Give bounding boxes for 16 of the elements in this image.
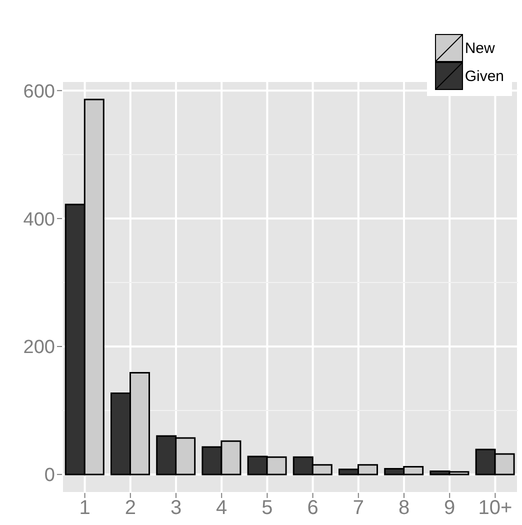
y-tick-label: 0: [44, 465, 55, 486]
x-tick-label: 6: [307, 497, 318, 520]
x-tick-label: 3: [170, 497, 182, 520]
legend-label: New: [464, 40, 495, 56]
x-tick-label: 5: [262, 497, 273, 520]
x-tick-label: 1: [79, 497, 90, 520]
y-tick-label: 200: [23, 337, 55, 358]
x-tick-label: 4: [216, 497, 228, 520]
x-tick-label: 8: [398, 497, 410, 520]
y-tick-label: 400: [23, 209, 55, 230]
x-tick-label: 10+: [478, 497, 512, 520]
legend-label: Given: [464, 68, 504, 84]
x-tick-label: 2: [124, 497, 136, 520]
x-tick-label: 7: [352, 497, 364, 520]
x-tick-label: 9: [444, 497, 456, 520]
y-tick-label: 600: [23, 81, 55, 102]
